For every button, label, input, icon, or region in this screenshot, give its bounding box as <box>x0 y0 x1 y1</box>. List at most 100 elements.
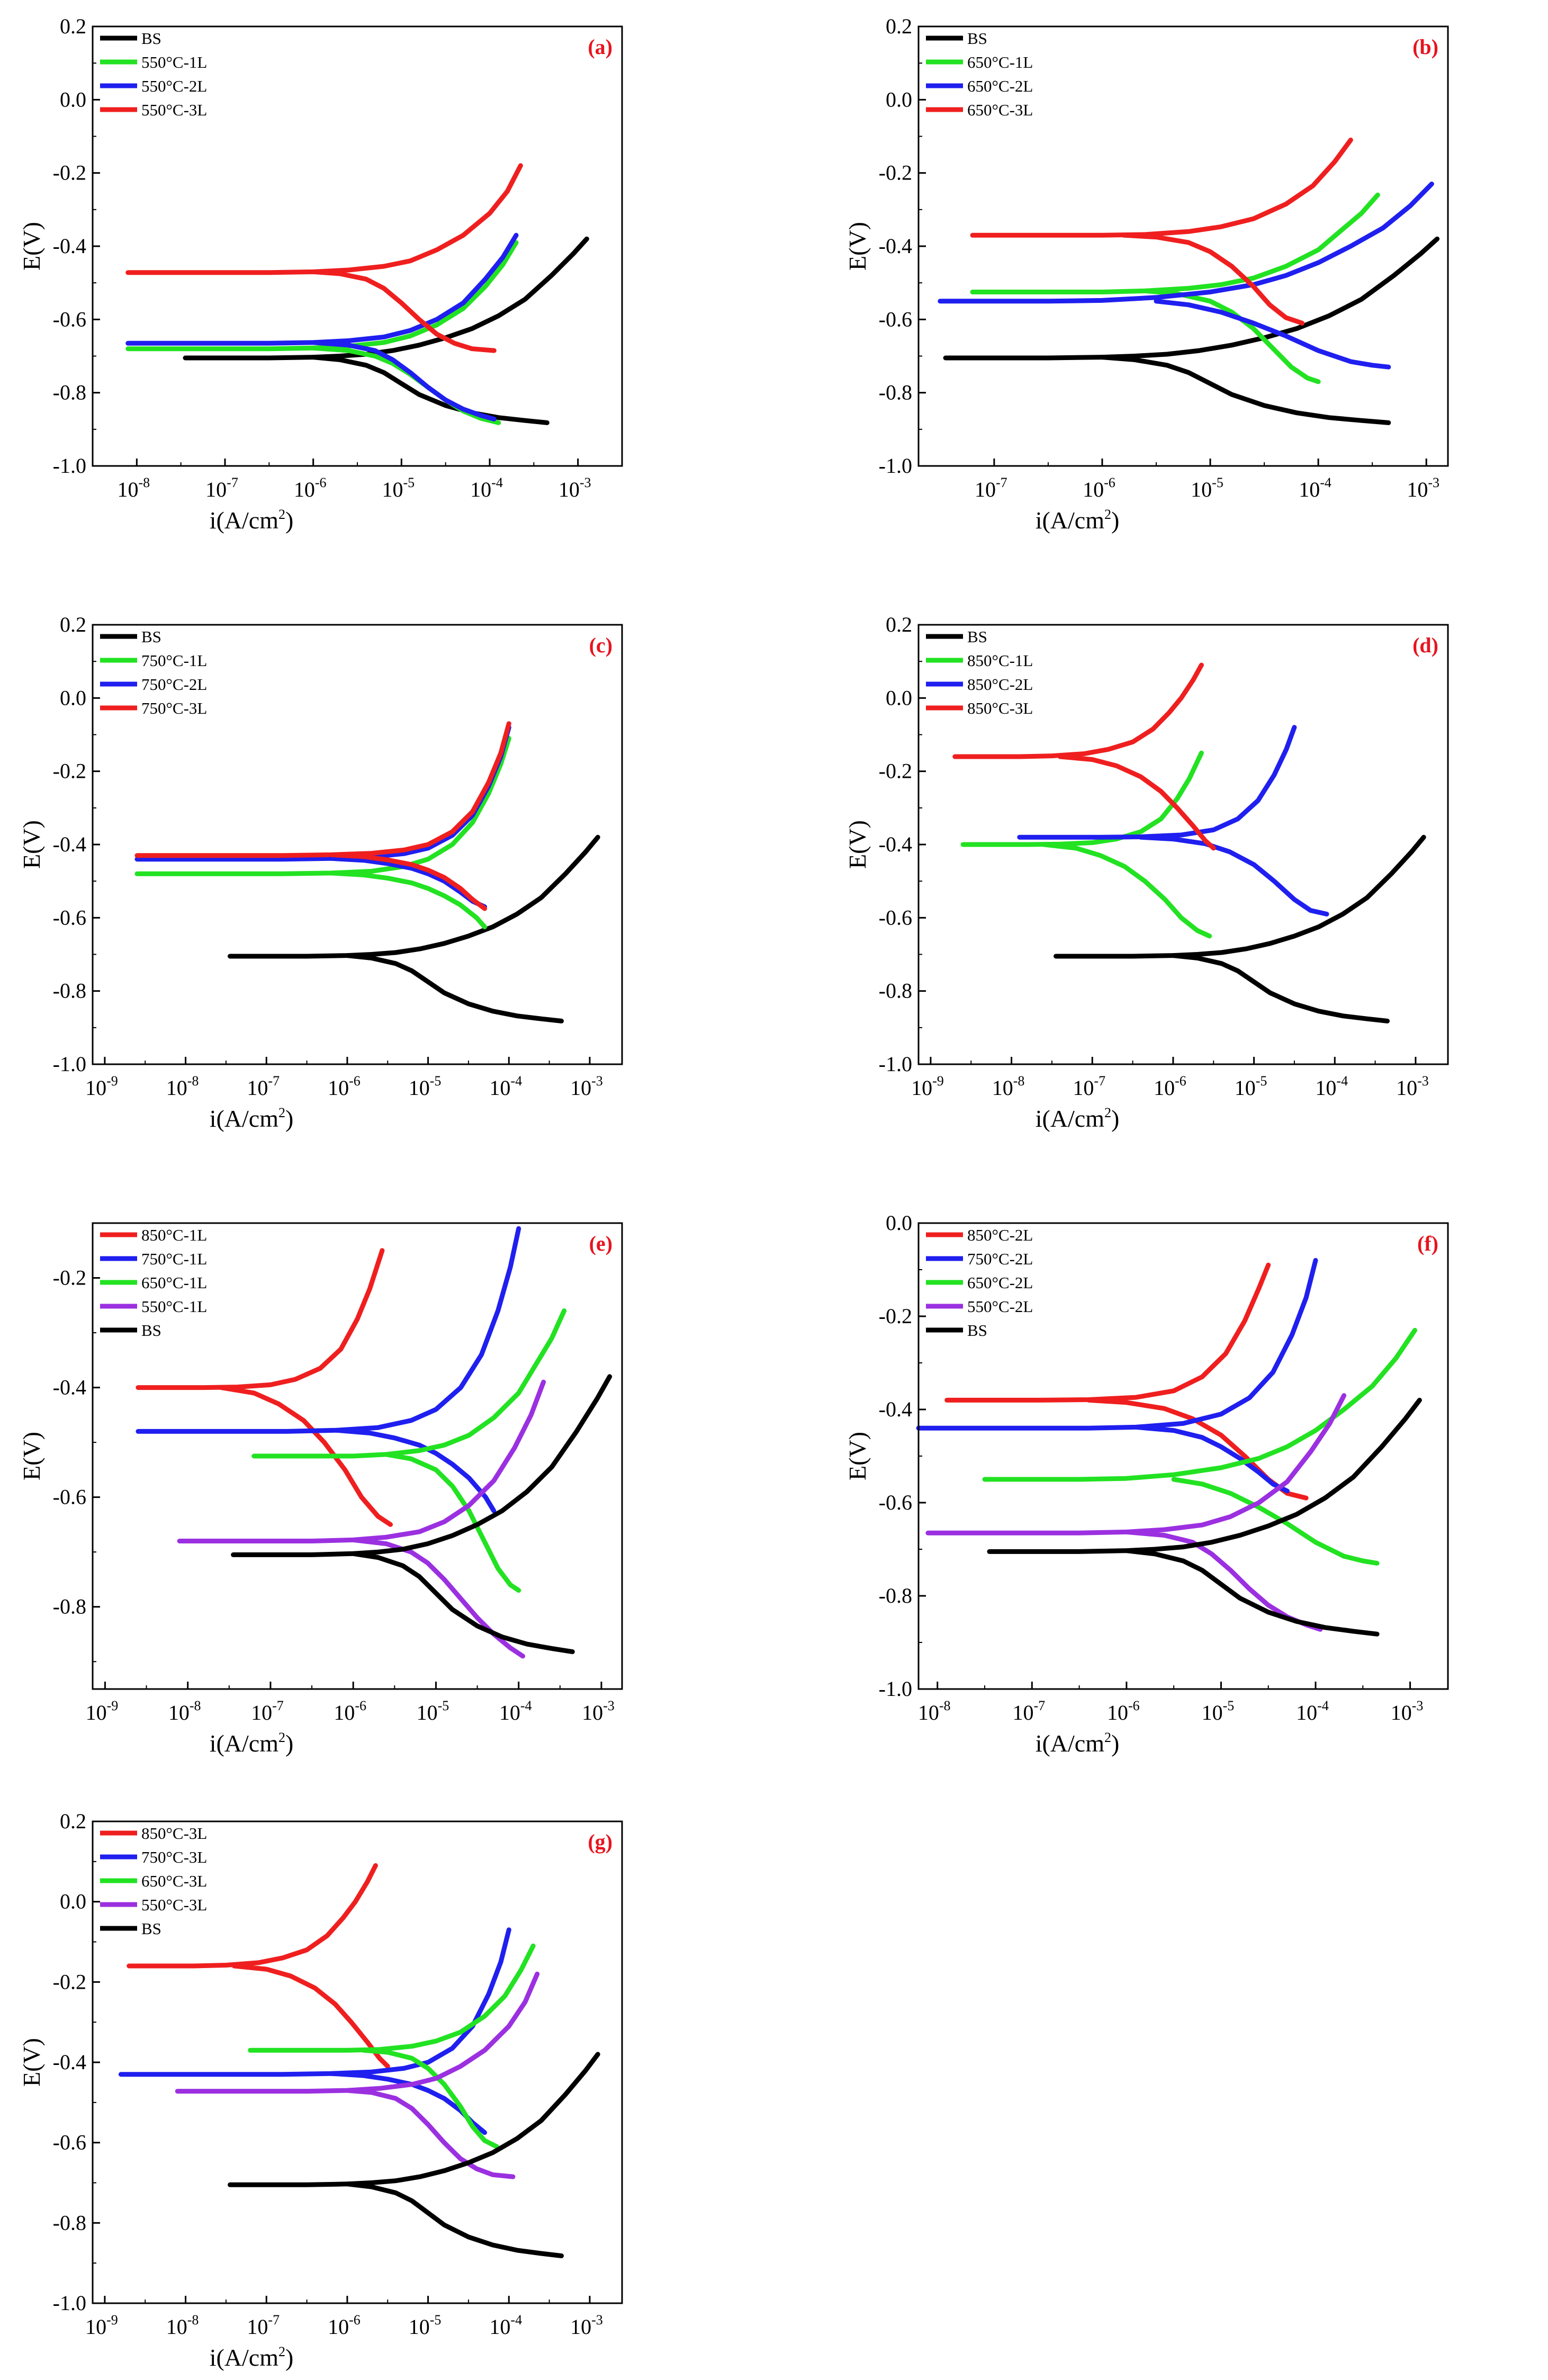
x-tick-label: 10-4 <box>1296 1698 1329 1725</box>
legend-label: BS <box>141 627 161 646</box>
x-tick-label: 10-6 <box>334 1698 366 1725</box>
series-line-BS-cathodic <box>311 355 550 425</box>
x-tick-label: 10-5 <box>409 1073 442 1100</box>
x-tick-label: 10-9 <box>911 1073 944 1100</box>
legend-label: 550°C-3L <box>141 1896 207 1914</box>
series-line-850C2L-anodic <box>944 1262 1271 1403</box>
y-tick-label: 0.2 <box>60 1809 86 1833</box>
series-line-850C3L-anodic <box>127 1863 378 1969</box>
x-tick-label: 10-4 <box>470 475 503 501</box>
y-tick-label: -1.0 <box>53 2291 86 2315</box>
x-tick-label: 10-8 <box>166 2312 199 2339</box>
legend-label: BS <box>967 1321 987 1340</box>
y-tick-label: -0.8 <box>53 1595 86 1619</box>
chart-panel-f: 0.0 -0.2 -0.4 -0.6 -0.8 -1.010-8 10-7 10-6 10-5 1… <box>844 1211 1449 1757</box>
x-tick-label: 10-3 <box>1391 1698 1424 1725</box>
y-tick-label: 0.2 <box>60 613 86 636</box>
series-line-BS-anodic <box>231 1374 613 1557</box>
x-tick-label: 10-5 <box>382 475 415 501</box>
x-tick-label: 10-3 <box>582 1698 615 1725</box>
x-tick-label: 10-5 <box>1235 1073 1267 1100</box>
x-tick-label: 10-8 <box>166 1073 199 1100</box>
series-line-BS-anodic <box>1054 834 1426 959</box>
series-line-650C3L-cathodic <box>1121 232 1304 326</box>
y-tick-label: -0.8 <box>879 979 912 1003</box>
legend-label: 550°C-3L <box>141 101 207 119</box>
x-tick-label: 10-8 <box>918 1698 951 1725</box>
x-axis-title: i(A/cm2) <box>1036 507 1120 534</box>
series-line-750C1L-cathodic <box>334 1427 497 1513</box>
y-tick-label: -0.2 <box>53 759 86 783</box>
y-tick-label: 0.2 <box>886 613 912 636</box>
x-tick-label: 10-9 <box>85 2312 118 2339</box>
series-line-BS-cathodic <box>1100 355 1391 425</box>
y-axis-title: E(V) <box>844 222 871 271</box>
panel-label: (a) <box>588 35 613 59</box>
x-tick-label: 10-3 <box>570 1073 603 1100</box>
series-line-650C2L-anodic <box>982 1327 1417 1482</box>
y-tick-label: 0.0 <box>60 686 86 709</box>
series-line-550C2L-anodic <box>925 1393 1347 1535</box>
legend-label: 550°C-1L <box>141 1297 207 1316</box>
series-line-550C3L-cathodic <box>345 2088 516 2179</box>
series-line-850C1L-cathodic <box>218 1385 393 1527</box>
legend-label: 650°C-2L <box>967 77 1033 95</box>
legend-label: 750°C-1L <box>141 1250 207 1268</box>
legend-label: BS <box>141 1321 161 1340</box>
y-tick-label: -0.6 <box>53 2131 86 2154</box>
x-axis-title: i(A/cm2) <box>1036 1730 1120 1757</box>
legend-label: 650°C-2L <box>967 1273 1033 1292</box>
series-line-650C2L-cathodic <box>1171 1477 1380 1566</box>
legend-label: 650°C-3L <box>141 1872 207 1890</box>
x-tick-label: 10-7 <box>247 2312 280 2339</box>
series-line-BS-cathodic <box>1171 953 1390 1023</box>
series-line-750C3L-cathodic <box>328 2071 487 2135</box>
x-tick-label: 10-5 <box>409 2312 442 2339</box>
series-line-BS-cathodic <box>350 1551 575 1655</box>
series-line-750C3L-anodic <box>118 1927 511 2077</box>
y-axis-title: E(V) <box>844 820 871 869</box>
y-tick-label: -0.6 <box>879 1490 912 1514</box>
y-tick-label: -0.4 <box>53 234 86 258</box>
series-line-650C3L-anodic <box>248 1943 536 2053</box>
panel-label: (c) <box>589 633 613 657</box>
x-tick-label: 10-6 <box>1107 1698 1140 1725</box>
legend-label: 750°C-3L <box>141 1848 207 1866</box>
y-tick-label: -1.0 <box>879 1052 912 1076</box>
y-tick-label: -0.6 <box>53 1485 86 1509</box>
plot-frame <box>92 1820 623 2304</box>
series-line-BS-cathodic <box>345 2181 564 2258</box>
y-tick-label: -1.0 <box>53 1052 86 1076</box>
x-tick-label: 10-6 <box>328 1073 361 1100</box>
x-tick-label: 10-9 <box>85 1073 118 1100</box>
x-tick-label: 10-7 <box>247 1073 280 1100</box>
x-tick-label: 10-7 <box>205 475 238 501</box>
legend-label: 850°C-1L <box>141 1226 207 1244</box>
panel-label: (b) <box>1412 35 1438 59</box>
x-axis-title: i(A/cm2) <box>210 1730 294 1757</box>
series-line-850C3L-anodic <box>952 662 1204 759</box>
chart-panel-d: 0.2 0.0 -0.2 -0.4 -0.6 -0.8 -1.010-9 10-8 10-7 10… <box>844 613 1449 1132</box>
series-line-850C2L-anodic <box>1017 725 1297 840</box>
plot-frame <box>92 1222 623 1690</box>
x-tick-label: 10-4 <box>499 1698 532 1725</box>
legend-label: 850°C-3L <box>967 699 1033 717</box>
x-tick-label: 10-6 <box>328 2312 361 2339</box>
y-tick-label: -0.6 <box>879 905 912 929</box>
series-line-650C3L-anodic <box>970 137 1353 238</box>
x-axis-title: i(A/cm2) <box>210 1105 294 1132</box>
y-tick-label: -0.2 <box>53 1970 86 1993</box>
series-line-750C3L-anodic <box>328 852 487 911</box>
series-line-850C1L-cathodic <box>1041 842 1212 939</box>
x-tick-label: 10-8 <box>168 1698 201 1725</box>
x-tick-label: 10-7 <box>251 1698 284 1725</box>
series-line-550C2L-cathodic <box>311 340 497 421</box>
series-line-550C1L-anodic <box>177 1379 546 1543</box>
y-tick-label: -0.2 <box>879 1304 912 1328</box>
panel-label: (e) <box>589 1232 613 1255</box>
y-axis-title: E(V) <box>18 222 45 271</box>
legend-label: 550°C-2L <box>967 1297 1033 1316</box>
x-tick-label: 10-4 <box>1315 1073 1348 1100</box>
y-tick-label: 0.2 <box>886 14 912 38</box>
series-line-650C3L-cathodic <box>361 2047 499 2149</box>
